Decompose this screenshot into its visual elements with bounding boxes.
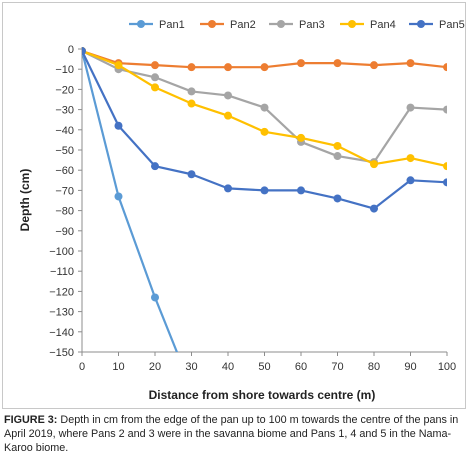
legend-label-pan4: Pan4 — [370, 19, 396, 31]
legend-marker-pan1 — [137, 20, 145, 28]
y-tick-label: −20 — [55, 84, 74, 96]
x-tick-label: 30 — [185, 361, 197, 373]
depth-line-chart: Pan1 Pan2 Pan3 Pan4 Pan5 0 −10 −20 −30 −40 −50 −60… — [18, 19, 465, 402]
legend-marker-pan4 — [348, 20, 356, 28]
data-point-pan5 — [260, 186, 269, 195]
x-tick-label: 90 — [404, 361, 416, 373]
data-point-pan5 — [151, 162, 159, 171]
y-tick-label: 0 — [68, 44, 74, 56]
data-point-pan5 — [187, 170, 196, 179]
x-tick-label: 10 — [112, 361, 124, 373]
data-point-pan4 — [260, 127, 269, 136]
data-point-pan3 — [224, 91, 232, 100]
y-tick-label: −60 — [55, 165, 74, 177]
data-point-pan4 — [187, 99, 196, 108]
axes: 0 −10 −20 −30 −40 −50 −60 −70 −80 −90 −100 −110 −120… — [49, 44, 456, 373]
y-tick-label: −30 — [55, 105, 74, 117]
data-point-pan2 — [333, 59, 342, 68]
data-point-pan3 — [406, 103, 415, 112]
y-tick-label: −10 — [55, 64, 74, 76]
y-tick-label: −150 — [49, 347, 74, 359]
data-point-pan4 — [406, 154, 415, 163]
y-tick-label: −140 — [49, 327, 74, 339]
figure-caption: FIGURE 3: Depth in cm from the edge of t… — [4, 413, 466, 455]
legend-label-pan5: Pan5 — [439, 19, 465, 31]
data-point-pan5 — [82, 47, 86, 56]
x-tick-label: 80 — [368, 361, 380, 373]
y-tick-label: −130 — [49, 307, 74, 319]
caption-label: FIGURE 3: — [4, 414, 58, 426]
y-tick-label: −100 — [49, 246, 74, 258]
data-point-pan4 — [297, 133, 305, 142]
data-point-pan4 — [151, 83, 159, 92]
legend-marker-pan2 — [208, 20, 216, 28]
legend-marker-pan3 — [277, 20, 285, 28]
data-point-pan3 — [187, 87, 196, 96]
data-point-pan4 — [224, 111, 232, 120]
data-point-pan2 — [406, 59, 415, 68]
y-axis-label: Depth (cm) — [18, 169, 32, 232]
y-tick-label: −40 — [55, 125, 74, 137]
x-tick-label: 100 — [438, 361, 456, 373]
x-axis-label: Distance from shore towards centre (m) — [149, 388, 376, 402]
legend: Pan1 Pan2 Pan3 Pan4 Pan5 — [129, 19, 465, 31]
data-point-pan4 — [443, 162, 447, 171]
series-layer — [82, 47, 447, 352]
data-point-pan2 — [443, 63, 447, 72]
y-tick-label: −50 — [55, 145, 74, 157]
legend-label-pan2: Pan2 — [230, 19, 256, 31]
x-tick-label: 50 — [258, 361, 270, 373]
data-point-pan5 — [370, 204, 378, 213]
data-point-pan5 — [333, 194, 342, 203]
caption-text: Depth in cm from the edge of the pan up … — [4, 414, 459, 454]
data-point-pan2 — [187, 63, 196, 72]
data-point-pan2 — [297, 59, 305, 68]
data-point-pan5 — [224, 184, 232, 193]
legend-label-pan1: Pan1 — [159, 19, 185, 31]
data-point-pan5 — [406, 176, 415, 185]
data-point-pan4 — [333, 141, 342, 150]
data-point-pan5 — [297, 186, 305, 195]
data-point-pan3 — [151, 73, 159, 82]
data-point-pan3 — [333, 152, 342, 161]
y-tick-label: −110 — [50, 266, 74, 278]
y-tick-label: −120 — [49, 286, 74, 298]
chart-frame: Pan1 Pan2 Pan3 Pan4 Pan5 0 −10 −20 −30 −40 −50 −60… — [2, 2, 466, 409]
data-point-pan3 — [443, 105, 447, 114]
data-point-pan5 — [443, 178, 447, 187]
data-point-pan1 — [114, 192, 123, 201]
legend-label-pan3: Pan3 — [299, 19, 325, 31]
x-tick-label: 70 — [331, 361, 343, 373]
data-point-pan3 — [260, 103, 269, 112]
x-tick-label: 40 — [222, 361, 234, 373]
y-tick-label: −90 — [55, 226, 74, 238]
legend-marker-pan5 — [417, 20, 425, 28]
x-tick-label: 20 — [149, 361, 161, 373]
data-point-pan2 — [260, 63, 269, 72]
x-tick-label: 0 — [79, 361, 85, 373]
data-point-pan2 — [151, 61, 159, 70]
data-point-pan4 — [370, 160, 378, 169]
y-tick-label: −80 — [55, 206, 74, 218]
data-point-pan5 — [114, 121, 123, 130]
data-point-pan1 — [151, 293, 159, 302]
series-line-pan1 — [82, 50, 179, 352]
data-point-pan4 — [114, 61, 123, 70]
data-point-pan2 — [370, 61, 378, 70]
x-tick-label: 60 — [295, 361, 307, 373]
data-point-pan2 — [224, 63, 232, 72]
y-tick-label: −70 — [55, 185, 74, 197]
